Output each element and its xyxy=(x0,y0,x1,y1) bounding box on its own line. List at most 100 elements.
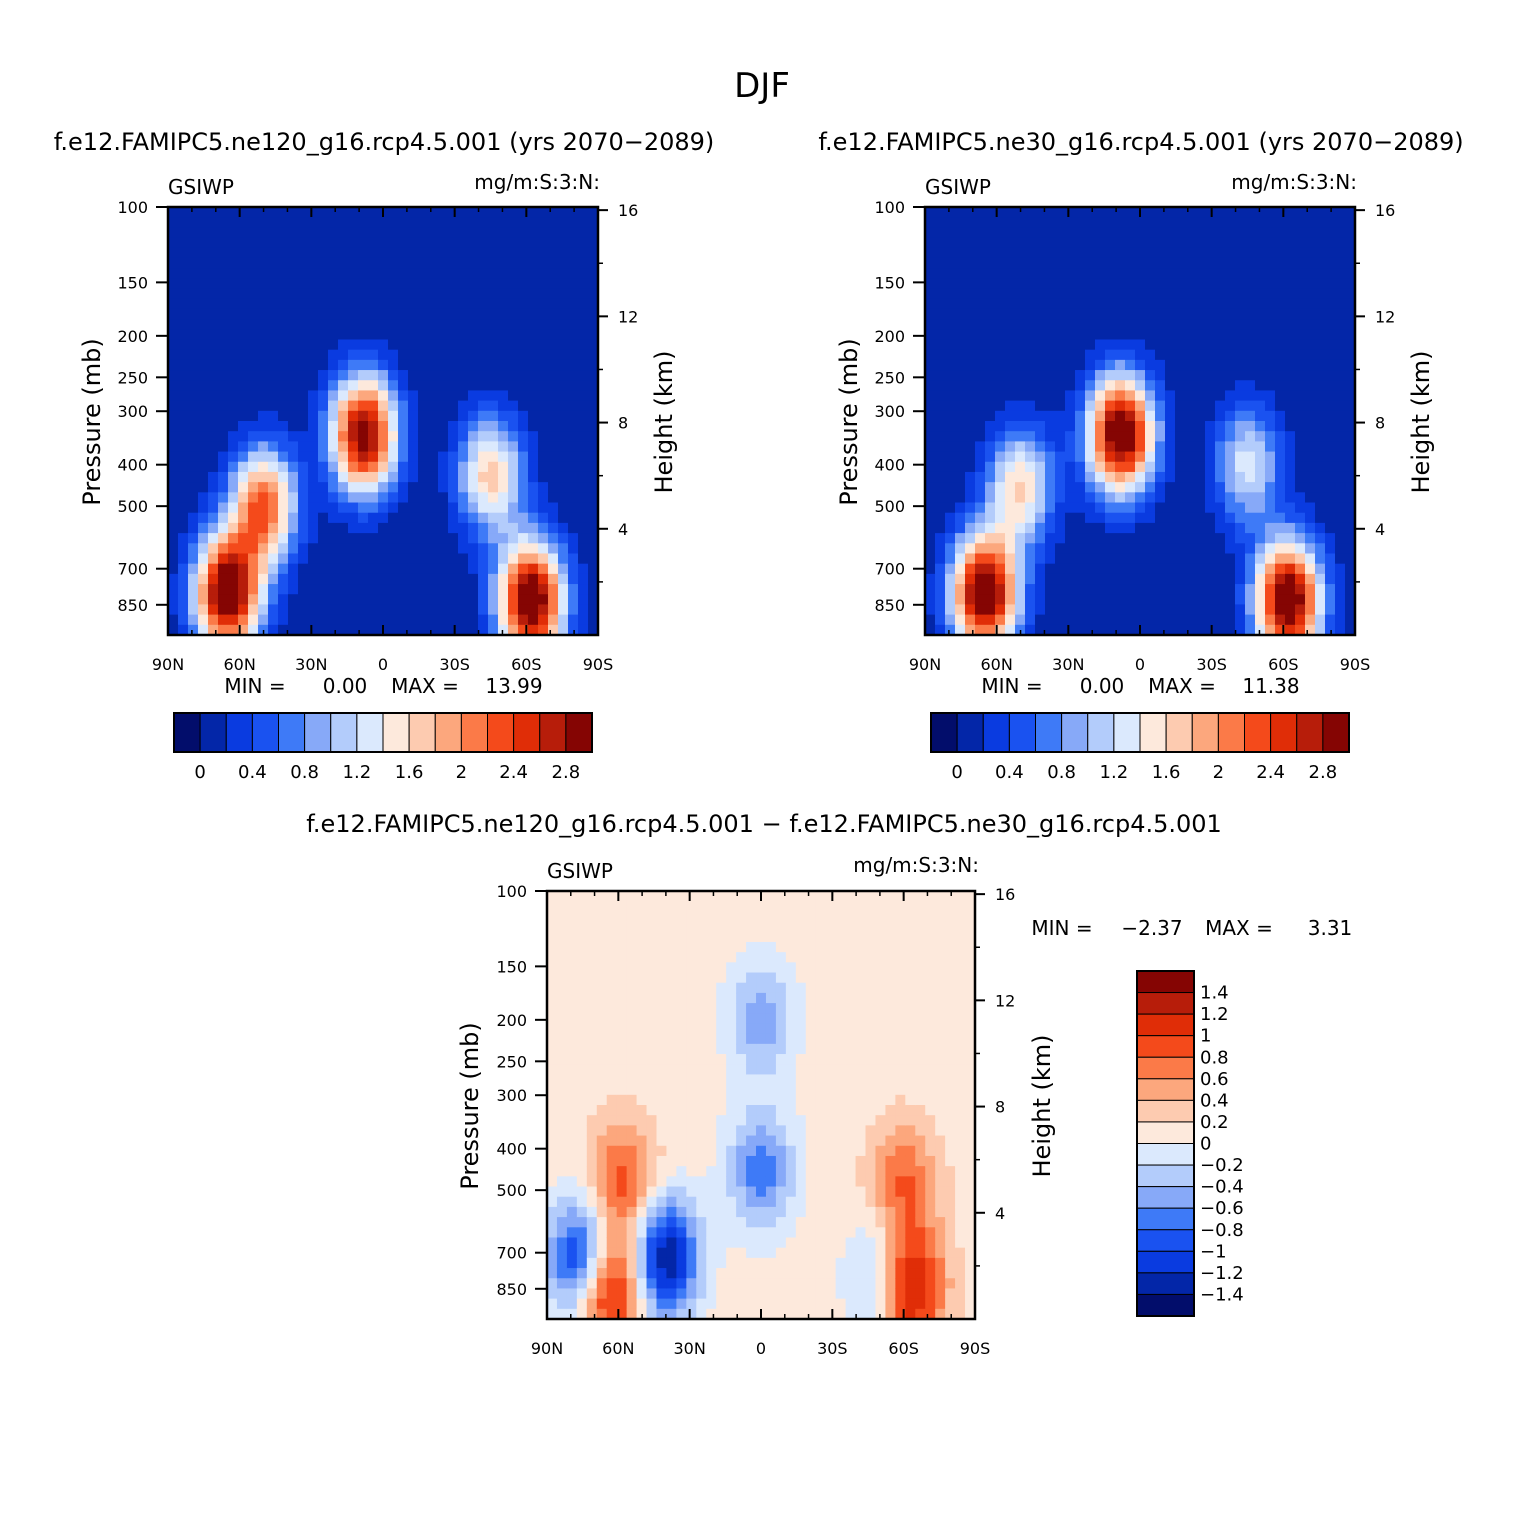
field-cell xyxy=(1055,227,1066,239)
panel-1-variable: GSIWP xyxy=(168,175,234,199)
field-cell xyxy=(586,1094,598,1106)
field-cell xyxy=(1045,370,1056,381)
field-cell xyxy=(925,298,936,310)
field-cell xyxy=(1285,298,1296,310)
field-cell xyxy=(338,380,349,392)
field-cell xyxy=(1285,522,1296,534)
field-cell xyxy=(696,1135,707,1147)
field-cell xyxy=(795,931,807,943)
field-cell xyxy=(1275,624,1286,636)
field-cell xyxy=(428,298,439,310)
field-cell xyxy=(268,359,279,371)
field-cell xyxy=(358,614,369,626)
field-cell xyxy=(1005,461,1016,473)
field-cell xyxy=(726,1206,737,1218)
field-cell xyxy=(368,308,379,320)
field-cell xyxy=(198,553,209,565)
field-cell xyxy=(248,492,259,504)
field-cell xyxy=(1095,543,1106,555)
field-cell xyxy=(258,502,269,514)
field-cell xyxy=(538,207,549,218)
field-cell xyxy=(547,1196,558,1208)
field-cell xyxy=(358,543,369,555)
field-cell xyxy=(1095,502,1106,514)
field-cell xyxy=(348,390,359,402)
field-cell xyxy=(1025,298,1036,310)
field-cell xyxy=(208,451,219,463)
field-cell xyxy=(756,1298,767,1310)
field-cell xyxy=(586,1227,598,1239)
field-cell xyxy=(1165,227,1176,239)
field-cell xyxy=(358,400,369,412)
field-cell xyxy=(428,492,439,504)
field-cell xyxy=(805,972,817,984)
field-cell xyxy=(328,502,339,514)
field-cell xyxy=(258,257,269,269)
field-cell xyxy=(508,482,519,493)
field-cell xyxy=(1035,308,1046,320)
field-cell xyxy=(1335,329,1346,341)
field-cell xyxy=(1295,512,1306,524)
field-cell xyxy=(666,1084,677,1096)
field-cell xyxy=(1065,482,1076,493)
field-cell xyxy=(368,390,379,402)
field-cell xyxy=(548,522,559,534)
field-cell xyxy=(578,594,589,606)
field-cell xyxy=(1235,471,1246,483)
field-cell xyxy=(238,247,249,259)
field-cell xyxy=(338,553,349,565)
field-cell xyxy=(1145,604,1156,616)
field-cell xyxy=(646,1217,658,1228)
field-cell xyxy=(646,1155,658,1167)
field-cell xyxy=(975,471,986,483)
field-cell xyxy=(258,217,269,228)
field-cell xyxy=(1265,533,1276,544)
field-cell xyxy=(1005,614,1016,626)
field-cell xyxy=(1215,482,1226,493)
field-cell xyxy=(925,482,936,493)
field-cell xyxy=(785,1043,797,1055)
field-cell xyxy=(1035,370,1046,381)
field-cell xyxy=(995,471,1006,483)
field-cell xyxy=(288,604,299,616)
field-cell xyxy=(228,227,239,239)
field-cell xyxy=(438,329,449,341)
field-cell xyxy=(726,1155,737,1167)
field-cell xyxy=(488,533,499,544)
field-cell xyxy=(626,911,638,923)
field-cell xyxy=(795,1064,807,1076)
field-cell xyxy=(208,584,219,595)
field-cell xyxy=(636,1043,648,1055)
field-cell xyxy=(1055,288,1066,300)
field-cell xyxy=(805,1217,817,1228)
field-cell xyxy=(1075,308,1086,320)
field-cell xyxy=(468,349,479,361)
field-cell xyxy=(288,512,299,524)
field-cell xyxy=(498,461,509,473)
field-cell xyxy=(945,431,956,442)
field-cell xyxy=(398,217,409,228)
field-cell xyxy=(775,972,787,984)
field-cell xyxy=(1135,492,1146,504)
field-cell xyxy=(338,349,349,361)
field-cell xyxy=(556,962,568,974)
field-cell xyxy=(616,1125,628,1137)
field-cell xyxy=(596,1145,608,1157)
field-cell xyxy=(1345,380,1356,392)
field-cell xyxy=(1185,227,1196,239)
field-cell xyxy=(588,471,599,483)
field-cell xyxy=(298,308,309,320)
field-cell xyxy=(746,1268,757,1279)
field-cell xyxy=(746,1054,757,1065)
field-cell xyxy=(746,1196,757,1208)
field-cell xyxy=(368,207,379,218)
field-cell xyxy=(636,962,648,974)
field-cell xyxy=(1165,278,1176,290)
field-cell xyxy=(805,982,817,994)
field-cell xyxy=(308,319,319,330)
field-cell xyxy=(995,288,1006,300)
field-cell xyxy=(626,1308,638,1320)
field-cell xyxy=(1195,400,1206,412)
field-cell xyxy=(408,421,419,432)
field-cell xyxy=(636,1288,648,1300)
